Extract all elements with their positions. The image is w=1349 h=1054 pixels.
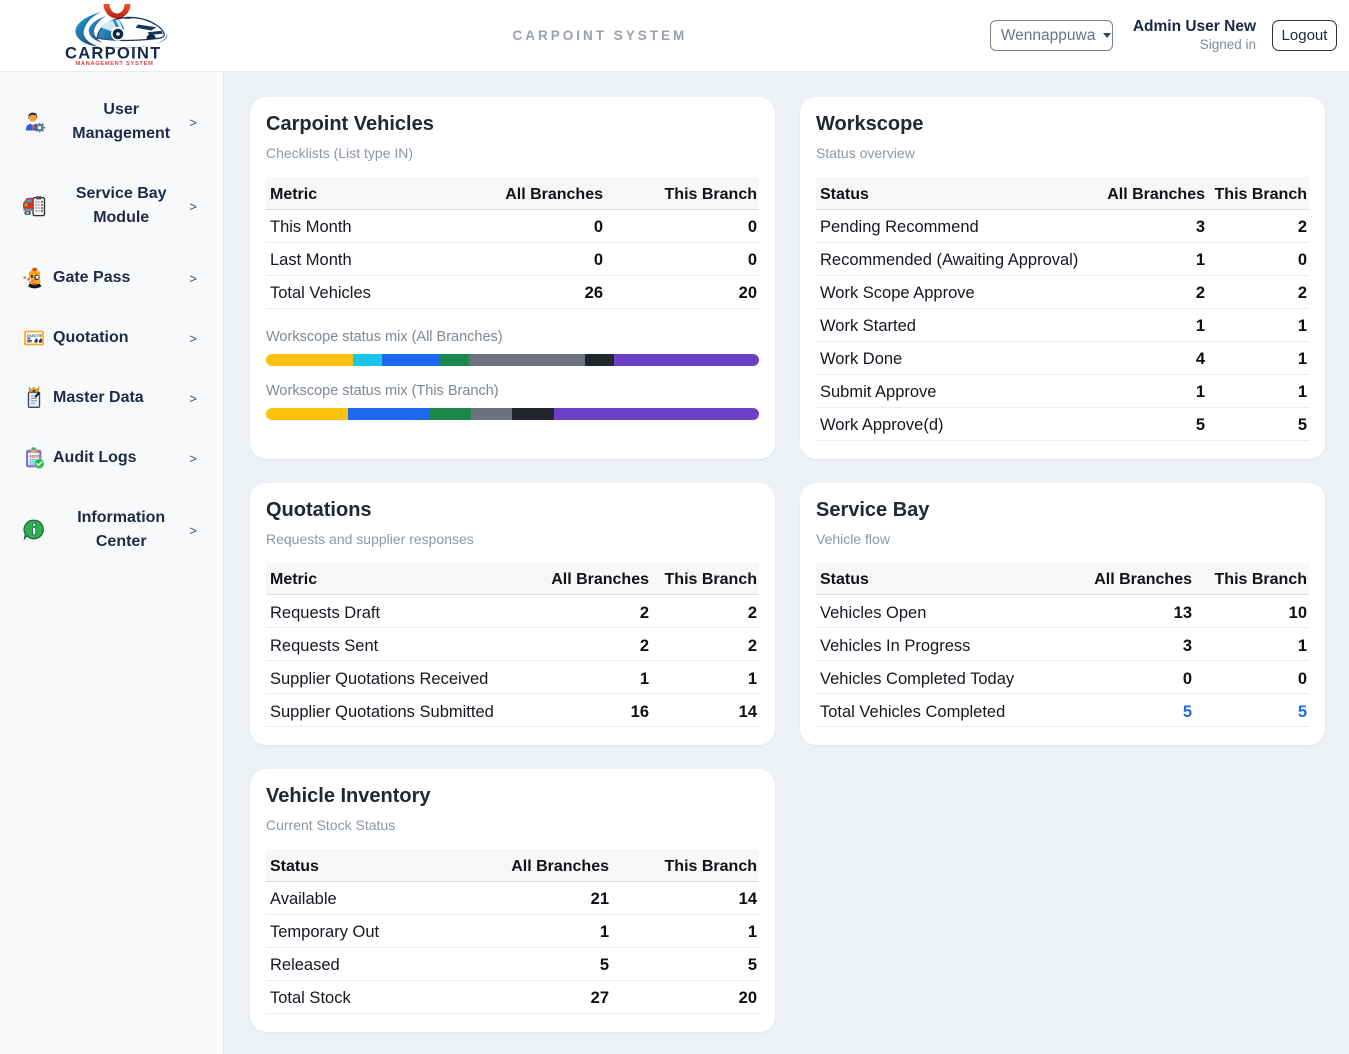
svg-text:CARPOINT: CARPOINT [65, 45, 162, 63]
svg-text:AUDIT: AUDIT [29, 454, 41, 458]
svg-text:QUOTE: QUOTE [27, 333, 42, 338]
svg-text:MANAGEMENT SYSTEM: MANAGEMENT SYSTEM [76, 61, 154, 67]
